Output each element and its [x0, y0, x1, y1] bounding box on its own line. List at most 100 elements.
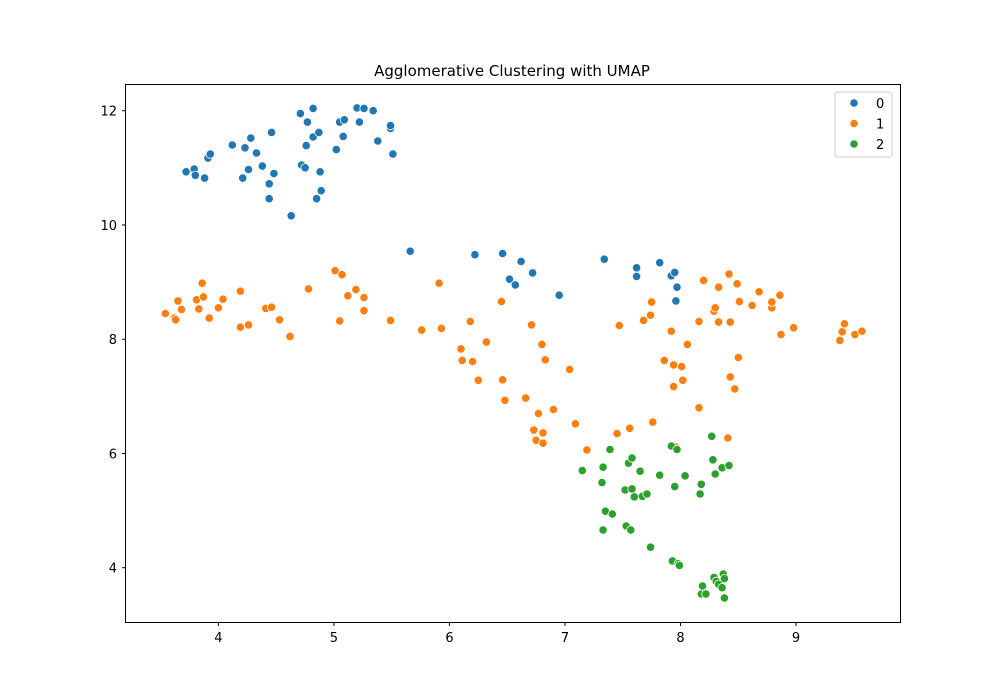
data-point-cluster-1 — [204, 313, 214, 323]
data-point-cluster-2 — [598, 525, 608, 535]
data-point-cluster-1 — [789, 323, 799, 333]
data-point-cluster-1 — [335, 316, 345, 326]
data-point-cluster-0 — [308, 103, 318, 114]
data-point-cluster-0 — [516, 256, 526, 267]
data-point-cluster-1 — [198, 292, 208, 302]
data-point-cluster-2 — [670, 481, 680, 492]
data-point-cluster-1 — [659, 355, 669, 365]
data-point-cluster-1 — [668, 381, 679, 392]
data-point-cluster-1 — [197, 278, 207, 288]
data-point-cluster-0 — [205, 149, 215, 159]
data-point-cluster-1 — [343, 291, 353, 301]
data-point-cluster-2 — [642, 489, 652, 499]
data-point-cluster-1 — [648, 417, 658, 427]
data-point-cluster-1 — [330, 266, 340, 276]
y-tick-label: 6 — [109, 447, 117, 462]
data-point-cluster-1 — [837, 327, 847, 337]
legend-label-1: 1 — [876, 118, 884, 133]
data-point-cluster-1 — [456, 344, 466, 354]
data-point-cluster-2 — [655, 470, 665, 480]
data-point-cluster-0 — [238, 173, 248, 183]
data-point-cluster-0 — [338, 131, 348, 141]
data-point-cluster-0 — [354, 117, 364, 127]
data-point-cluster-0 — [302, 117, 312, 127]
data-point-cluster-0 — [599, 254, 609, 264]
data-point-cluster-1 — [570, 419, 581, 429]
x-tick-label: 8 — [676, 631, 684, 646]
data-point-cluster-1 — [839, 319, 850, 329]
data-point-cluster-0 — [405, 246, 415, 256]
data-point-cluster-1 — [698, 275, 709, 285]
data-point-cluster-2 — [597, 477, 607, 488]
legend-marker-2 — [849, 139, 859, 149]
legend-marker-0 — [849, 98, 859, 108]
data-point-cluster-1 — [564, 364, 575, 375]
data-point-cluster-2 — [577, 465, 587, 476]
data-point-cluster-0 — [670, 267, 680, 277]
data-point-cluster-0 — [240, 143, 250, 153]
data-point-cluster-1 — [176, 304, 187, 315]
data-point-cluster-1 — [194, 304, 204, 314]
data-point-cluster-1 — [173, 296, 183, 306]
data-point-cluster-1 — [776, 329, 786, 340]
legend-label-2: 2 — [876, 138, 884, 153]
data-point-cluster-1 — [434, 278, 444, 288]
data-point-cluster-0 — [672, 282, 682, 292]
data-point-cluster-0 — [301, 141, 311, 151]
data-point-cluster-1 — [538, 428, 548, 438]
data-point-cluster-2 — [710, 469, 720, 479]
x-tick-label: 4 — [214, 631, 222, 646]
data-point-cluster-1 — [285, 331, 295, 341]
data-point-cluster-2 — [697, 581, 708, 591]
y-tick-label: 10 — [100, 219, 117, 234]
data-point-cluster-0 — [671, 296, 681, 306]
data-point-cluster-0 — [527, 268, 538, 278]
data-point-cluster-2 — [717, 583, 727, 593]
data-point-cluster-1 — [668, 360, 679, 370]
data-point-cluster-0 — [243, 164, 254, 175]
y-tick-label: 8 — [109, 333, 117, 348]
data-point-cluster-1 — [359, 292, 369, 303]
data-point-cluster-1 — [638, 315, 649, 325]
data-point-cluster-2 — [672, 444, 682, 455]
legend-box — [834, 91, 893, 158]
legend-label-0: 0 — [876, 97, 884, 112]
data-point-cluster-1 — [235, 286, 245, 296]
data-point-cluster-2 — [707, 431, 717, 441]
data-point-cluster-1 — [710, 303, 720, 313]
chart-title: Agglomerative Clustering with UMAP — [374, 62, 650, 80]
data-point-cluster-0 — [497, 248, 508, 259]
data-point-cluster-2 — [708, 455, 718, 465]
data-point-cluster-1 — [725, 317, 735, 327]
data-point-cluster-1 — [732, 279, 742, 289]
y-tick-label: 4 — [109, 562, 117, 577]
data-point-cluster-0 — [368, 106, 378, 116]
data-point-cluster-2 — [627, 453, 637, 463]
data-point-cluster-0 — [257, 161, 267, 171]
data-point-cluster-1 — [835, 335, 845, 345]
data-point-cluster-2 — [605, 444, 615, 455]
data-point-cluster-0 — [264, 179, 274, 189]
data-point-cluster-1 — [747, 300, 757, 311]
data-point-cluster-1 — [417, 325, 427, 335]
data-point-cluster-1 — [337, 270, 347, 280]
data-point-cluster-0 — [504, 274, 515, 284]
plot-frame — [125, 84, 901, 623]
data-point-cluster-1 — [694, 403, 704, 413]
data-point-cluster-0 — [251, 148, 262, 158]
data-point-cluster-1 — [678, 375, 688, 385]
data-point-cluster-1 — [526, 320, 537, 330]
data-point-cluster-1 — [857, 326, 867, 336]
data-point-cluster-2 — [680, 471, 690, 481]
data-point-cluster-1 — [160, 308, 170, 319]
data-point-cluster-0 — [631, 271, 642, 281]
data-point-cluster-0 — [246, 133, 256, 143]
data-point-cluster-0 — [295, 109, 305, 119]
data-point-cluster-2 — [607, 509, 617, 519]
data-point-cluster-2 — [695, 489, 705, 499]
data-point-cluster-1 — [303, 284, 314, 294]
data-point-cluster-1 — [677, 361, 687, 372]
data-point-cluster-2 — [724, 460, 734, 471]
data-point-cluster-1 — [171, 315, 181, 325]
